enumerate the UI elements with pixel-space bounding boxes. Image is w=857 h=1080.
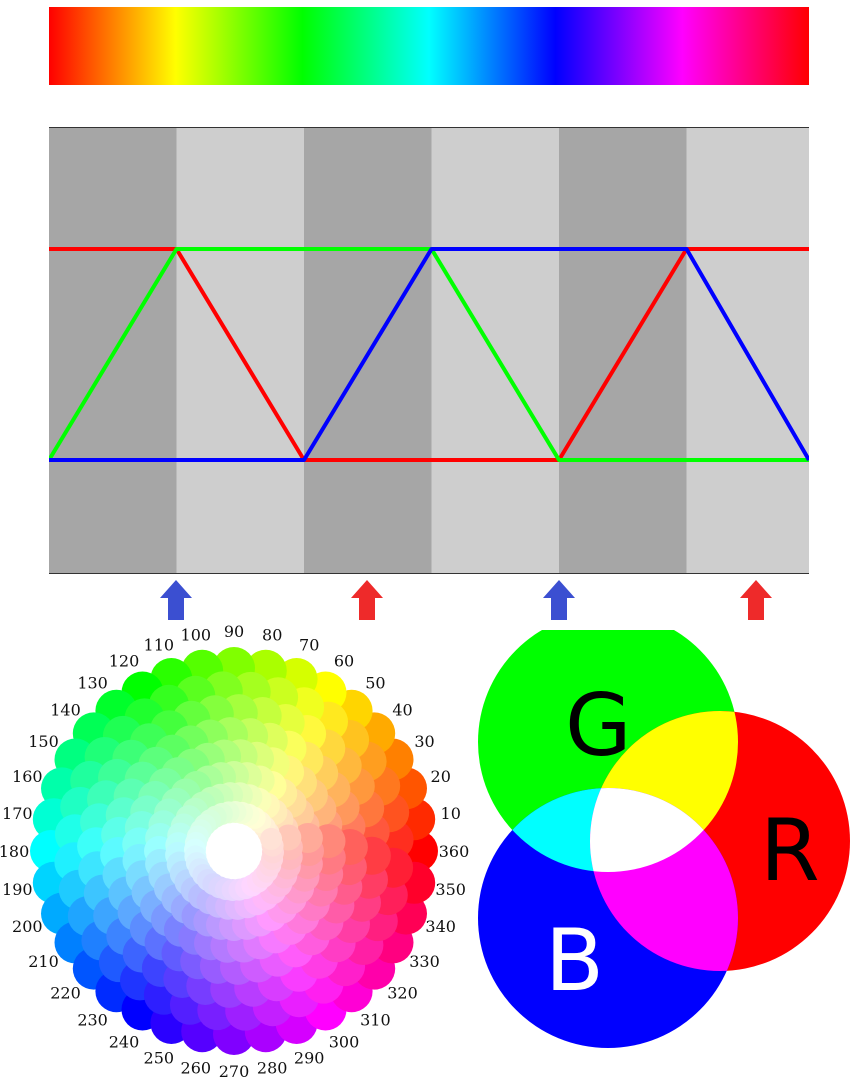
up-arrow-icon — [740, 580, 772, 620]
blue-letter: B — [545, 911, 604, 1011]
degree-label: 120 — [109, 652, 140, 671]
degree-label: 200 — [12, 917, 43, 936]
graph-column — [686, 127, 809, 574]
degree-label: 220 — [50, 983, 81, 1002]
degree-label: 170 — [2, 804, 33, 823]
degree-label: 300 — [329, 1033, 360, 1052]
degree-label: 340 — [425, 917, 456, 936]
degree-label: 330 — [409, 952, 440, 971]
graph-column — [559, 127, 687, 574]
degree-label: 130 — [77, 674, 108, 693]
degree-label: 160 — [12, 767, 43, 786]
degree-label: 260 — [181, 1059, 212, 1078]
red-letter: R — [760, 801, 820, 901]
wheel-center-dot — [214, 831, 254, 871]
degree-label: 290 — [294, 1049, 325, 1068]
degree-label: 10 — [441, 804, 461, 823]
spectrum-gradient — [49, 7, 809, 85]
up-arrow-icon — [160, 580, 192, 620]
degree-label: 20 — [431, 767, 451, 786]
degree-label: 190 — [2, 880, 33, 899]
wheel-petals — [30, 647, 438, 1055]
degree-label: 280 — [257, 1059, 288, 1078]
degree-label: 140 — [50, 701, 81, 720]
degree-label: 100 — [181, 625, 212, 644]
degree-label: 360 — [439, 842, 470, 861]
arrow-row — [160, 580, 772, 620]
degree-label: 40 — [392, 701, 412, 720]
degree-label: 240 — [109, 1033, 140, 1052]
degree-label: 210 — [28, 952, 59, 971]
degree-label: 80 — [262, 625, 282, 644]
graph-column — [304, 127, 432, 574]
degree-label: 350 — [435, 880, 466, 899]
degree-label: 60 — [334, 652, 354, 671]
blue-channel-line — [49, 247, 809, 462]
degree-label: 270 — [219, 1062, 250, 1080]
graph-column — [176, 127, 304, 574]
degree-label: 110 — [144, 635, 175, 654]
degree-label: 70 — [299, 635, 319, 654]
graph-columns — [49, 127, 809, 574]
hue-spectrum-bar — [49, 7, 809, 85]
degree-label: 310 — [360, 1011, 391, 1030]
up-arrow-icon — [543, 580, 575, 620]
degree-label: 250 — [144, 1049, 175, 1068]
degree-label: 50 — [365, 674, 385, 693]
graph-column — [431, 127, 559, 574]
graph-column — [49, 127, 177, 574]
degree-label: 180 — [0, 842, 29, 861]
up-arrow-icon — [351, 580, 383, 620]
degree-label: 230 — [77, 1011, 108, 1030]
channel-lines — [49, 247, 809, 462]
hue-petal — [260, 827, 283, 850]
rgb-additive-venn: G R B — [478, 630, 850, 1048]
degree-label: 150 — [28, 732, 59, 751]
degree-label: 30 — [414, 732, 434, 751]
white-overlap — [590, 788, 738, 872]
degree-label: 90 — [224, 622, 244, 641]
rgb-channel-graph — [49, 127, 809, 574]
green-letter: G — [565, 676, 632, 776]
degree-label: 320 — [387, 983, 418, 1002]
